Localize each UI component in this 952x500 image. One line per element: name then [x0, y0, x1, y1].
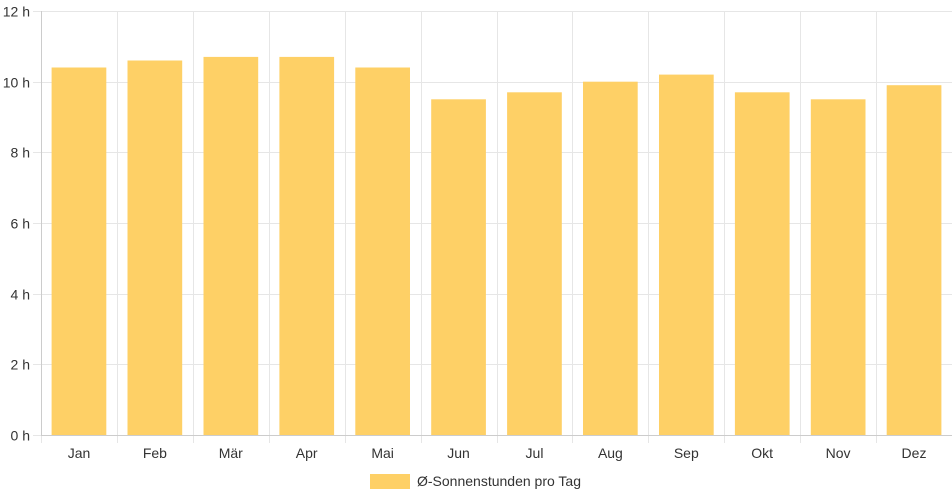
x-tick-label: Aug: [598, 445, 623, 461]
x-tick-label: Sep: [674, 445, 699, 461]
grid-lines: [33, 11, 952, 443]
x-tick-label: Dez: [902, 445, 927, 461]
y-tick-label: 4 h: [11, 287, 30, 303]
y-tick-label: 8 h: [11, 145, 30, 161]
x-tick-labels: Jan Feb Mär Apr Mai Jun Jul Aug Sep Okt Nov Dez: [68, 445, 927, 461]
x-tick-label: Nov: [826, 445, 851, 461]
legend[interactable]: Ø-Sonnenstunden pro Tag: [370, 473, 581, 489]
legend-label: Ø-Sonnenstunden pro Tag: [417, 473, 581, 489]
axes: [41, 11, 952, 436]
y-tick-label: 2 h: [11, 357, 30, 373]
bar-jul: [507, 92, 562, 436]
bar-apr: [279, 56, 335, 436]
y-tick-label: 12 h: [3, 4, 30, 20]
bar-aug: [583, 81, 638, 435]
bar-nov: [810, 99, 866, 436]
x-tick-label: Jul: [526, 445, 544, 461]
x-tick-label: Apr: [296, 445, 318, 461]
y-tick-label: 10 h: [3, 75, 30, 91]
x-tick-label: Feb: [143, 445, 167, 461]
x-tick-label: Mär: [219, 445, 243, 461]
x-tick-label: Jan: [68, 445, 91, 461]
x-tick-label: Mai: [371, 445, 394, 461]
y-tick-label: 6 h: [11, 216, 30, 232]
bar-jun: [431, 99, 486, 436]
bar-okt: [734, 92, 790, 436]
bars: [51, 56, 942, 436]
legend-swatch: [370, 474, 410, 489]
y-tick-labels: 0 h 2 h 4 h 6 h 8 h 10 h 12 h: [3, 4, 30, 444]
x-tick-label: Okt: [751, 445, 773, 461]
bar-jan: [51, 67, 107, 435]
bar-mär: [203, 56, 259, 436]
y-tick-label: 0 h: [11, 428, 30, 444]
bar-dez: [886, 85, 942, 435]
bar-feb: [127, 60, 183, 435]
x-tick-label: Jun: [447, 445, 470, 461]
bar-sep: [659, 74, 714, 435]
bar-mai: [355, 67, 410, 435]
